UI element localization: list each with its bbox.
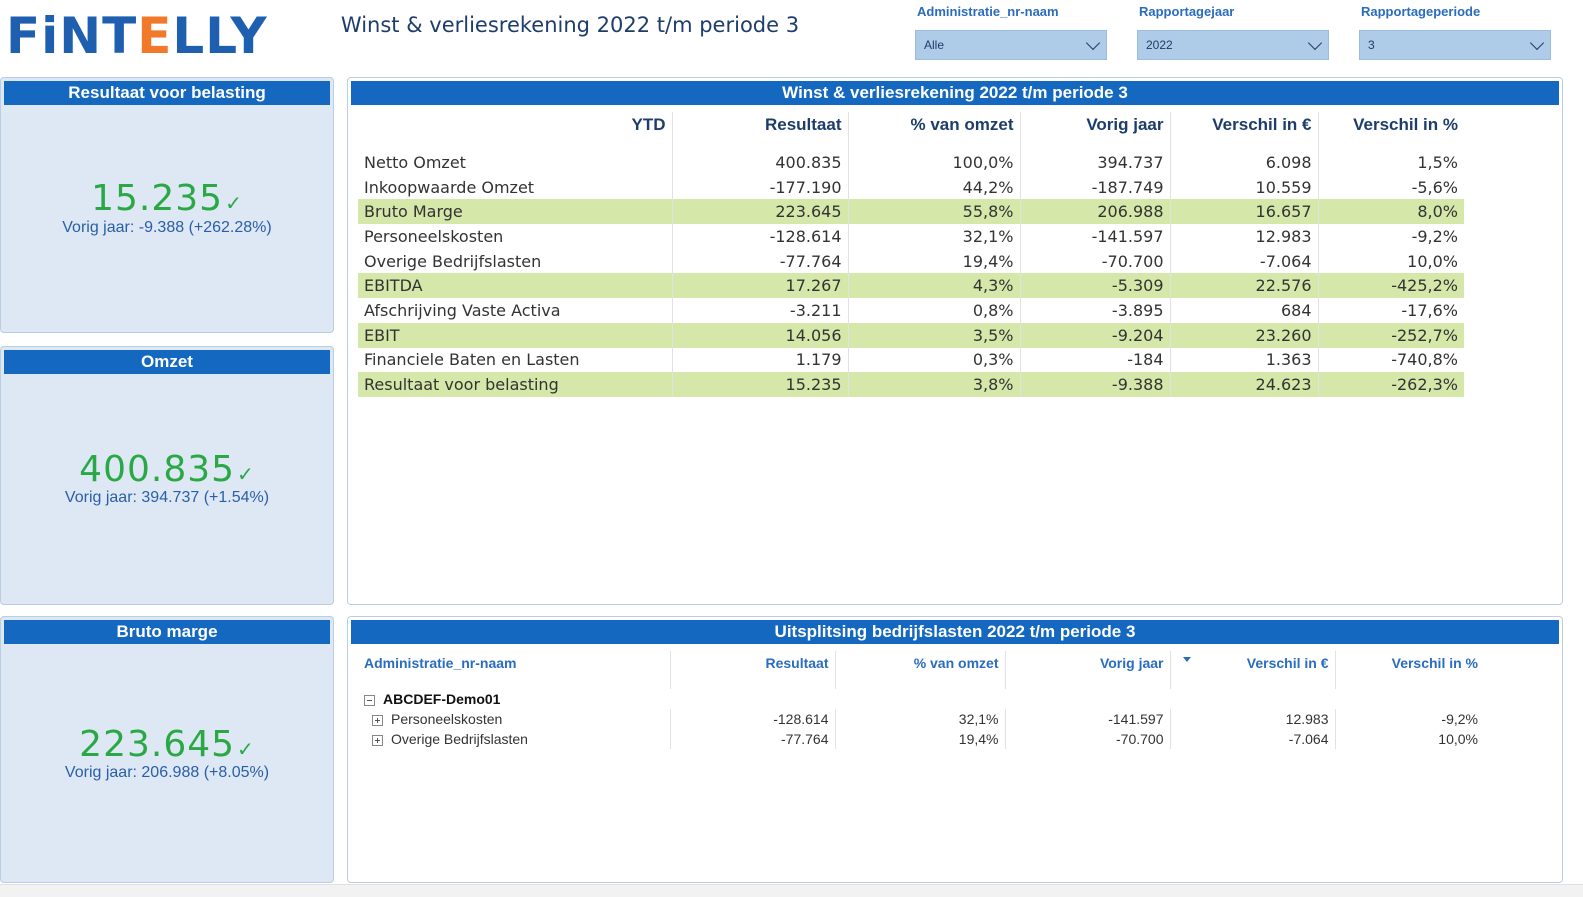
- table-row-highlighted[interactable]: EBITDA 17.267 4,3% -5.309 22.576 -425,2%: [358, 273, 1464, 299]
- column-header-resultaat[interactable]: Resultaat: [670, 651, 836, 681]
- fintelly-logo: FiNTELLY: [0, 0, 268, 72]
- column-header-vorig-jaar[interactable]: Vorig jaar: [1020, 112, 1171, 138]
- group-label: ABCDEF-Demo01: [383, 691, 501, 707]
- page-title: Winst & verliesrekening 2022 t/m periode…: [340, 13, 800, 37]
- slicer-value: 3: [1368, 38, 1375, 52]
- table-row-highlighted[interactable]: EBIT 14.056 3,5% -9.204 23.260 -252,7%: [358, 322, 1464, 348]
- kpi-title: Omzet: [4, 350, 330, 374]
- check-icon: ✓: [237, 462, 255, 486]
- group-row[interactable]: ABCDEF-Demo01: [358, 689, 1484, 709]
- slicer-label: Administratie_nr-naam: [917, 4, 1059, 19]
- table-row[interactable]: Netto Omzet 400.835 100,0% 394.737 6.098 1,5%: [358, 150, 1464, 175]
- column-header-ytd[interactable]: YTD: [358, 112, 673, 138]
- pl-panel: Winst & verliesrekening 2022 t/m periode…: [347, 77, 1563, 605]
- chevron-down-icon: [1529, 35, 1545, 50]
- kpi-value: 223.645 ✓: [79, 724, 255, 765]
- slicer-value: 2022: [1146, 38, 1173, 52]
- kpi-card-resultaat[interactable]: Resultaat voor belasting 15.235 ✓ Vorig j…: [0, 77, 334, 333]
- page-tabs-bar: [0, 884, 1583, 897]
- kpi-title: Bruto marge: [4, 620, 330, 644]
- kpi-card-bruto-marge[interactable]: Bruto marge 223.645 ✓ Vorig jaar: 206.988…: [0, 616, 334, 883]
- logo-text-part1: FiNT: [6, 7, 138, 65]
- column-header-verschil-pct[interactable]: Verschil in %: [1391, 655, 1478, 671]
- table-row[interactable]: Overige Bedrijfslasten -77.764 19,4% -70.7…: [358, 729, 1484, 749]
- logo-text-part2: E: [137, 7, 173, 65]
- chevron-down-icon: [1307, 35, 1323, 50]
- kpi-value: 15.235 ✓: [91, 178, 243, 219]
- table-row[interactable]: Inkoopwaarde Omzet -177.190 44,2% -187.749 1…: [358, 174, 1464, 200]
- table-row-highlighted[interactable]: Bruto Marge 223.645 55,8% 206.988 16.657 8,0%: [358, 199, 1464, 225]
- slicer-label: Rapportagejaar: [1139, 4, 1235, 19]
- column-header-verschil-eur[interactable]: Verschil in €: [1170, 651, 1336, 681]
- breakdown-table: Administratie_nr-naam Resultaat % van om…: [358, 651, 1484, 749]
- kpi-previous-year: Vorig jaar: 206.988 (+8.05%): [64, 764, 270, 781]
- column-header-administratie[interactable]: Administratie_nr-naam: [358, 651, 671, 681]
- slicer-dropdown-administratie[interactable]: Alle: [915, 30, 1107, 60]
- collapse-icon[interactable]: [364, 694, 375, 706]
- slicer-dropdown-rapportageperiode[interactable]: 3: [1359, 30, 1551, 60]
- column-header-verschil-pct[interactable]: Verschil in %: [1353, 115, 1458, 134]
- slicer-value: Alle: [924, 38, 945, 52]
- table-row-highlighted[interactable]: Resultaat voor belasting 15.235 3,8% -9.388…: [358, 372, 1464, 397]
- expand-icon[interactable]: [372, 714, 383, 726]
- column-header-resultaat[interactable]: Resultaat: [672, 112, 849, 138]
- panel-title: Uitsplitsing bedrijfslasten 2022 t/m per…: [351, 620, 1559, 644]
- table-row[interactable]: Afschrijving Vaste Activa -3.211 0,8% -3.89…: [358, 298, 1464, 323]
- column-header-vorig-jaar[interactable]: Vorig jaar: [1005, 651, 1171, 681]
- table-header-row: YTD Resultaat % van omzet Vorig jaar Ver…: [358, 112, 1464, 138]
- table-row[interactable]: Personeelskosten -128.614 32,1% -141.597 12…: [358, 709, 1484, 729]
- kpi-previous-year: Vorig jaar: 394.737 (+1.54%): [64, 489, 270, 506]
- table-header-row: Administratie_nr-naam Resultaat % van om…: [358, 651, 1484, 681]
- table-row[interactable]: Financiele Baten en Lasten 1.179 0,3% -184 1…: [358, 347, 1464, 373]
- breakdown-panel: Uitsplitsing bedrijfslasten 2022 t/m per…: [347, 616, 1563, 883]
- kpi-value: 400.835 ✓: [79, 449, 255, 490]
- pl-table: YTD Resultaat % van omzet Vorig jaar Ver…: [358, 112, 1464, 397]
- column-header-pct-omzet[interactable]: % van omzet: [848, 112, 1021, 138]
- column-header-verschil-eur[interactable]: Verschil in €: [1170, 112, 1319, 138]
- slicer-rapportagejaar: Rapportagejaar 2022: [1137, 4, 1329, 60]
- sort-descending-icon[interactable]: [1183, 657, 1191, 662]
- slicer-rapportageperiode: Rapportageperiode 3: [1359, 4, 1551, 60]
- slicer-label: Rapportageperiode: [1361, 4, 1481, 19]
- kpi-card-omzet[interactable]: Omzet 400.835 ✓ Vorig jaar: 394.737 (+1.5…: [0, 346, 334, 605]
- slicer-administratie: Administratie_nr-naam Alle: [915, 4, 1107, 60]
- table-row[interactable]: Overige Bedrijfslasten -77.764 19,4% -70.70…: [358, 248, 1464, 274]
- table-row[interactable]: Personeelskosten -128.614 32,1% -141.597 12.…: [358, 224, 1464, 249]
- check-icon: ✓: [225, 191, 243, 215]
- chevron-down-icon: [1085, 35, 1101, 50]
- check-icon: ✓: [237, 737, 255, 761]
- panel-title: Winst & verliesrekening 2022 t/m periode…: [351, 81, 1559, 105]
- logo-text-part3: LLY: [172, 7, 268, 65]
- kpi-previous-year: Vorig jaar: -9.388 (+262.28%): [62, 219, 272, 236]
- slicer-dropdown-rapportagejaar[interactable]: 2022: [1137, 30, 1329, 60]
- column-header-pct-omzet[interactable]: % van omzet: [835, 651, 1006, 681]
- expand-icon[interactable]: [372, 734, 383, 746]
- kpi-title: Resultaat voor belasting: [4, 81, 330, 105]
